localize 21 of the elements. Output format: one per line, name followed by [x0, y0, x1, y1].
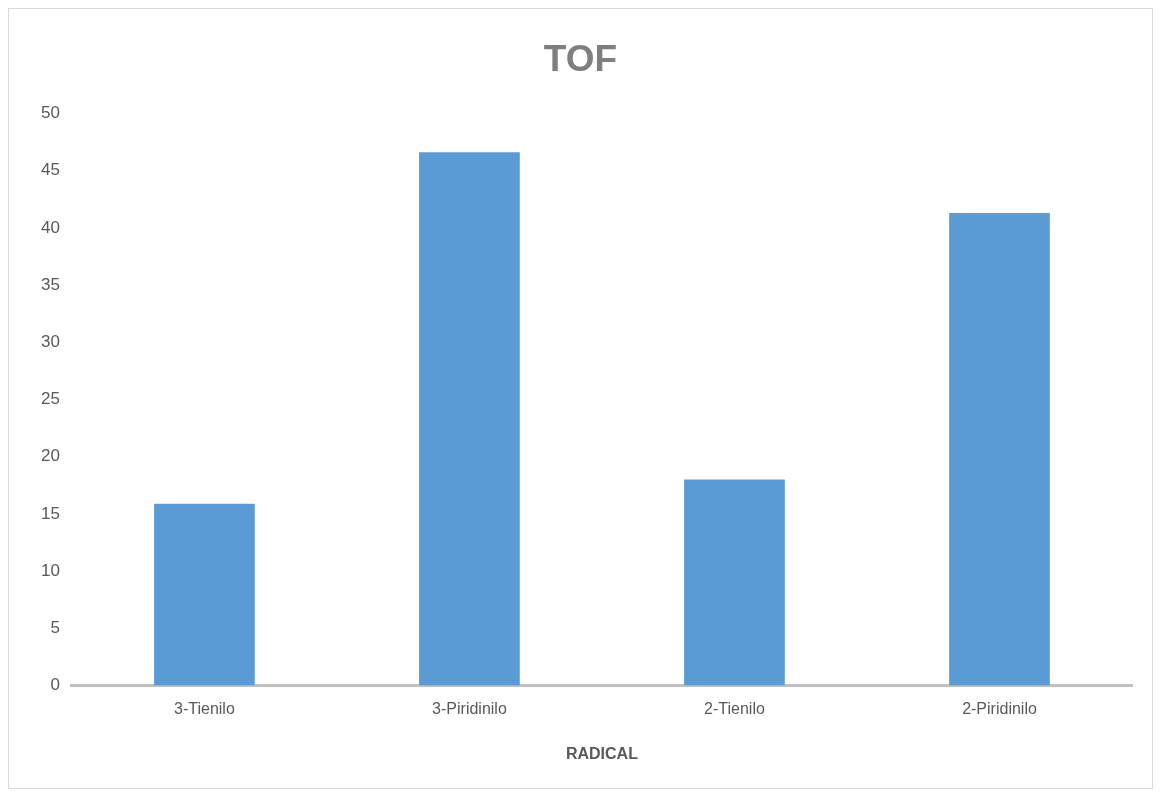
bar — [154, 503, 255, 686]
bar — [949, 212, 1050, 686]
x-tick-label: 2-Piridinilo — [962, 699, 1037, 717]
x-axis-title: RADICAL — [565, 744, 639, 762]
y-tick-label: 50 — [40, 103, 60, 123]
y-tick-label: 30 — [40, 331, 60, 351]
y-tick-label: 15 — [40, 503, 60, 523]
y-tick-label: 40 — [40, 217, 60, 237]
y-tick-label: 5 — [50, 618, 60, 638]
x-tick-label: 3-Tienilo — [174, 699, 235, 717]
y-tick-label: 45 — [40, 160, 60, 180]
y-tick-label: 10 — [40, 560, 60, 580]
y-tick-label: 35 — [40, 274, 60, 294]
y-tick-label: 25 — [40, 389, 60, 409]
x-tick-label: 2-Tienilo — [704, 699, 765, 717]
x-tick-label: 3-Piridinilo — [432, 699, 507, 717]
y-tick-label: 0 — [50, 675, 60, 695]
bar — [684, 479, 785, 686]
bar — [419, 152, 520, 686]
chart-title: TOF — [543, 38, 618, 80]
y-tick-label: 20 — [40, 446, 60, 466]
